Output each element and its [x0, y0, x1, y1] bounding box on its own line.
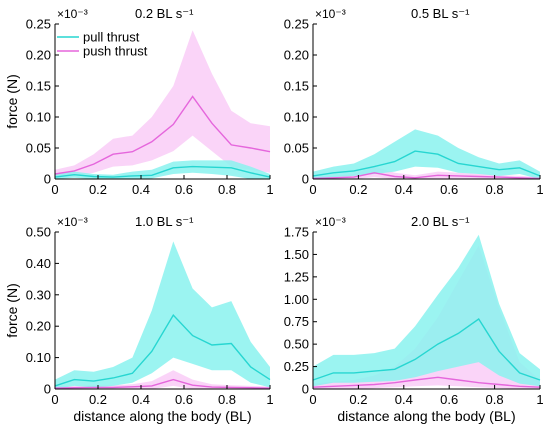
- x-tick-label: 0: [309, 392, 316, 407]
- y-tick-label: 1.75: [284, 225, 309, 240]
- line-push-2: [312, 172, 541, 180]
- x-axis-label: distance along the body (BL): [73, 408, 251, 424]
- line-pull-4: [312, 318, 541, 381]
- panel-4: 0 0.25 0.50 0.75 1.00 1.25 1.50 1.75 0 0.2 0.4 0.6 0…: [284, 214, 544, 424]
- x-tick-label: 0.2: [89, 182, 107, 197]
- x-tick-label: 0.4: [132, 182, 150, 197]
- x-tick-label: 0.8: [486, 182, 504, 197]
- y-tick-label: 0.15: [284, 79, 309, 94]
- x-tick-label: 0.6: [175, 182, 193, 197]
- legend-label-pull: pull thrust: [83, 30, 140, 45]
- y-tick-label: 1.00: [284, 292, 309, 307]
- x-tick-label: 0.2: [349, 182, 367, 197]
- x-tick-label: 1: [266, 392, 273, 407]
- y-tick-label: 0: [302, 382, 309, 397]
- panel-title: 1.0 BL s⁻¹: [135, 214, 194, 229]
- line-pull-2: [312, 150, 541, 177]
- y-tick-label: 0.20: [26, 48, 51, 63]
- panel-title: 0.5 BL s⁻¹: [411, 6, 470, 21]
- x-tick-label: 0.6: [175, 392, 193, 407]
- y-tick-label: 0: [44, 382, 51, 397]
- y-tick-label: 0.20: [26, 319, 51, 334]
- x-tick-label: 0.4: [132, 392, 150, 407]
- line-pull-1: [54, 165, 271, 178]
- legend-label-push: push thrust: [83, 44, 148, 59]
- y-multiplier: ×10⁻³: [315, 215, 346, 229]
- band-push-3: [55, 370, 270, 389]
- x-tick-label: 0.6: [440, 392, 458, 407]
- y-tick-label: 0.10: [26, 110, 51, 125]
- band-pull-3: [55, 241, 270, 389]
- x-tick-label: 0.2: [89, 392, 107, 407]
- x-tick-label: 0: [309, 182, 316, 197]
- y-tick-label: 0.25: [284, 359, 309, 374]
- x-tick-label: 1: [536, 182, 543, 197]
- y-tick-label: 0.50: [284, 337, 309, 352]
- x-tick-label: 0: [51, 182, 58, 197]
- y-tick-label: 0: [302, 172, 309, 187]
- x-tick-label: 1: [266, 182, 273, 197]
- y-tick-label: 0.25: [26, 17, 51, 32]
- line-pull-3: [54, 314, 271, 387]
- x-tick-label: 0.2: [349, 392, 367, 407]
- x-tick-label: 0.8: [218, 182, 236, 197]
- x-axis-label: distance along the body (BL): [337, 408, 515, 424]
- y-tick-label: 0.40: [26, 256, 51, 271]
- y-axis-label: force (N): [4, 74, 20, 128]
- panel-2: 0 0.05 0.10 0.15 0.20 0.25 0 0.2 0.4 0.6 0.8 1 ×10⁻³…: [284, 6, 544, 197]
- y-tick-label: 0.10: [26, 350, 51, 365]
- y-multiplier: ×10⁻³: [57, 7, 88, 21]
- panel-title: 0.2 BL s⁻¹: [135, 6, 194, 21]
- y-tick-label: 0.15: [26, 79, 51, 94]
- x-tick-label: 1: [536, 392, 543, 407]
- x-tick-label: 0.4: [395, 182, 413, 197]
- y-multiplier: ×10⁻³: [315, 7, 346, 21]
- y-tick-label: 0.30: [26, 287, 51, 302]
- x-tick-label: 0.8: [486, 392, 504, 407]
- y-tick-label: 0.05: [284, 141, 309, 156]
- line-push-1: [54, 95, 271, 175]
- y-tick-label: 0: [44, 172, 51, 187]
- y-tick-label: 0.05: [26, 141, 51, 156]
- y-tick-label: 0.20: [284, 48, 309, 63]
- line-push-4: [312, 376, 541, 388]
- panel-3: 0 0.10 0.20 0.30 0.40 0.50 0 0.2 0.4 0.6 0.8 1 ×10⁻³…: [4, 214, 274, 424]
- band-pull-4: [313, 234, 540, 387]
- panel-title: 2.0 BL s⁻¹: [411, 214, 470, 229]
- panel-1: 0 0.05 0.10 0.15 0.20 0.25 0 0.2 0.4 0.6 0.8 1 ×10⁻³…: [4, 6, 274, 197]
- band-pull-1: [55, 160, 270, 179]
- x-tick-label: 0.8: [218, 392, 236, 407]
- y-tick-label: 0.50: [26, 225, 51, 240]
- y-tick-label: 0.25: [284, 17, 309, 32]
- y-tick-label: 1.50: [284, 247, 309, 262]
- y-tick-label: 1.25: [284, 269, 309, 284]
- y-axis-label: force (N): [4, 283, 20, 337]
- line-push-3: [54, 378, 271, 389]
- x-tick-label: 0.6: [440, 182, 458, 197]
- x-tick-label: 0: [51, 392, 58, 407]
- band-push-1: [55, 30, 270, 178]
- y-tick-label: 0.10: [284, 110, 309, 125]
- x-tick-label: 0.4: [395, 392, 413, 407]
- y-multiplier: ×10⁻³: [57, 215, 88, 229]
- y-tick-label: 0.75: [284, 314, 309, 329]
